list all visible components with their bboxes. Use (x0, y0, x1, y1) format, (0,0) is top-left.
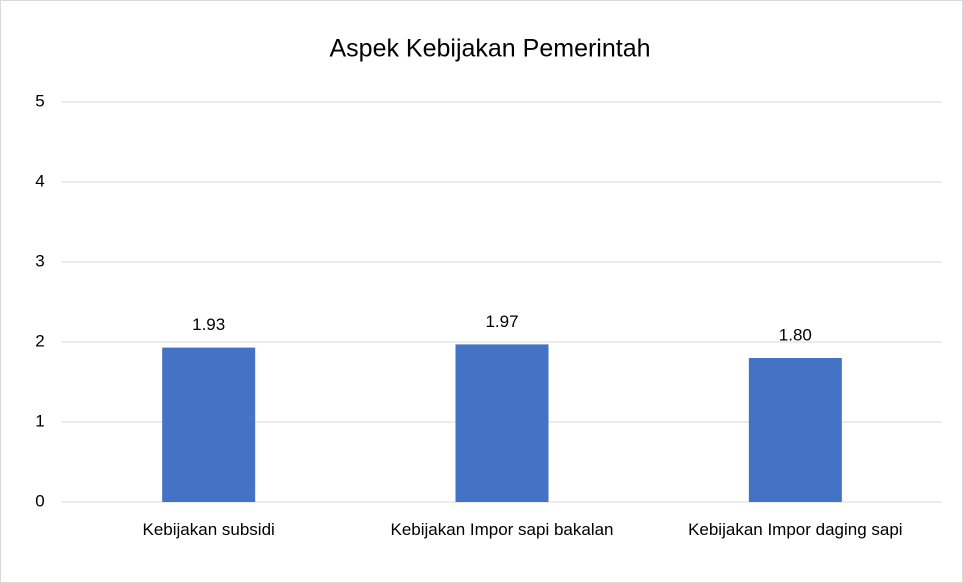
x-tick-label: Kebijakan Impor sapi bakalan (390, 520, 614, 539)
data-label: 1.97 (485, 312, 518, 331)
y-tick-label: 0 (35, 491, 44, 510)
y-tick-label: 4 (35, 171, 44, 190)
data-label: 1.80 (779, 325, 812, 344)
y-tick-label: 2 (35, 331, 44, 350)
bar (748, 358, 842, 502)
y-tick-label: 3 (35, 251, 44, 270)
bar (455, 344, 549, 502)
bar (162, 347, 256, 502)
data-label: 1.93 (192, 315, 225, 334)
x-tick-label: Kebijakan subsidi (142, 520, 275, 539)
y-tick-label: 5 (35, 91, 44, 110)
y-tick-label: 1 (35, 411, 44, 430)
x-tick-label: Kebijakan Impor daging sapi (688, 520, 903, 539)
chart-title: Aspek Kebijakan Pemerintah (329, 35, 650, 63)
